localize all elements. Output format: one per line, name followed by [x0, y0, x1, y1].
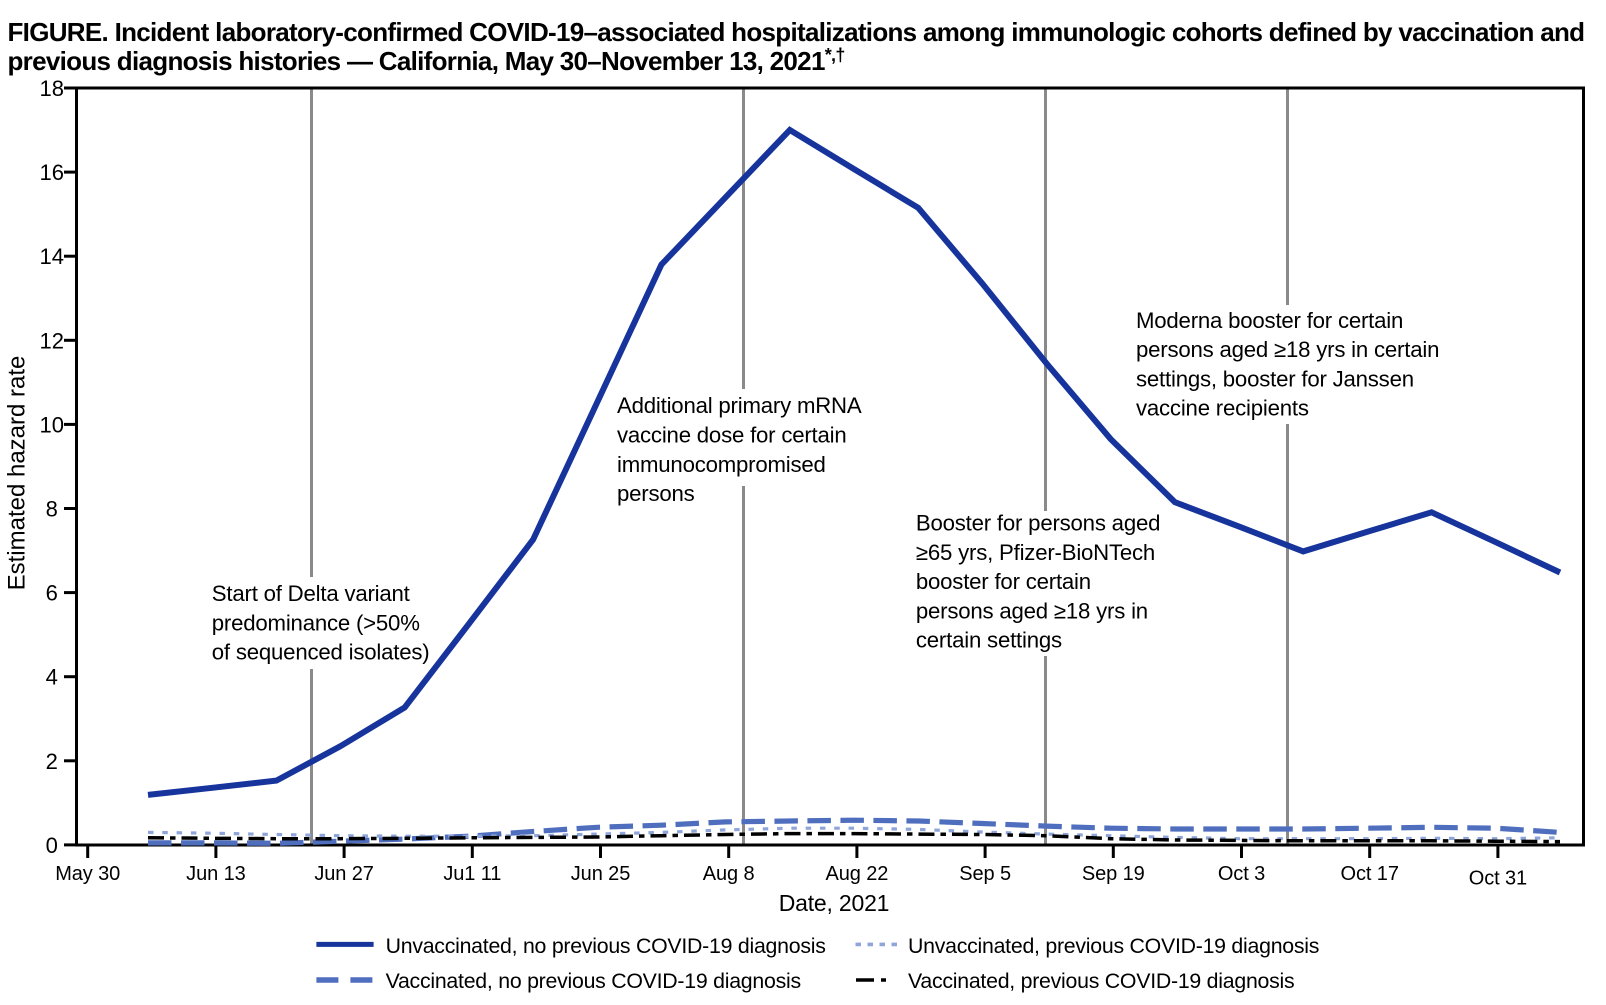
svg-text:Jun 25: Jun 25	[571, 863, 630, 885]
svg-text:Aug 8: Aug 8	[703, 863, 755, 885]
svg-text:Sep 19: Sep 19	[1082, 863, 1145, 885]
svg-text:≥65 yrs, Pfizer-BioNTech: ≥65 yrs, Pfizer-BioNTech	[916, 540, 1155, 565]
svg-text:Oct 31: Oct 31	[1469, 868, 1527, 890]
svg-text:14: 14	[40, 244, 64, 269]
svg-text:2: 2	[46, 749, 58, 774]
svg-text:Jun 13: Jun 13	[186, 863, 245, 885]
svg-text:Oct 3: Oct 3	[1218, 863, 1265, 885]
svg-text:Booster for persons aged: Booster for persons aged	[916, 511, 1160, 536]
svg-text:12: 12	[40, 328, 64, 353]
svg-text:Additional primary mRNA: Additional primary mRNA	[617, 393, 862, 418]
svg-text:0: 0	[46, 833, 58, 858]
svg-text:Unvaccinated, previous COVID-1: Unvaccinated, previous COVID-19 diagnosi…	[908, 934, 1319, 958]
svg-text:previous diagnosis histories —: previous diagnosis histories — Californi…	[8, 45, 845, 76]
svg-text:Vaccinated, previous COVID-19: Vaccinated, previous COVID-19 diagnosis	[908, 969, 1294, 993]
svg-text:of sequenced isolates): of sequenced isolates)	[212, 640, 430, 665]
svg-text:persons: persons	[617, 481, 695, 506]
svg-text:immunocompromised: immunocompromised	[617, 452, 826, 477]
svg-text:16: 16	[40, 160, 64, 185]
svg-text:booster for certain: booster for certain	[916, 569, 1091, 594]
svg-text:Unvaccinated, no previous COVI: Unvaccinated, no previous COVID-19 diagn…	[386, 934, 826, 958]
svg-text:persons aged ≥18 yrs in: persons aged ≥18 yrs in	[916, 598, 1148, 623]
svg-text:Moderna booster for certain: Moderna booster for certain	[1136, 308, 1403, 333]
svg-text:6: 6	[46, 581, 58, 606]
svg-text:Aug 22: Aug 22	[826, 863, 889, 885]
svg-text:May 30: May 30	[55, 863, 120, 885]
svg-text:8: 8	[46, 497, 58, 522]
svg-text:Oct 17: Oct 17	[1341, 863, 1399, 885]
svg-text:FIGURE. Incident laboratory-co: FIGURE. Incident laboratory-confirmed CO…	[8, 17, 1585, 47]
svg-text:18: 18	[40, 76, 64, 101]
svg-text:Sep 5: Sep 5	[959, 863, 1011, 885]
svg-text:vaccine recipients: vaccine recipients	[1136, 396, 1309, 421]
svg-text:vaccine dose for certain: vaccine dose for certain	[617, 422, 847, 447]
svg-text:Start of Delta variant: Start of Delta variant	[212, 581, 410, 606]
svg-text:settings, booster for Janssen: settings, booster for Janssen	[1136, 367, 1414, 392]
svg-text:certain settings: certain settings	[916, 628, 1062, 653]
svg-text:4: 4	[46, 665, 58, 690]
svg-text:persons aged ≥18 yrs in certai: persons aged ≥18 yrs in certain	[1136, 337, 1439, 362]
svg-text:predominance (>50%: predominance (>50%	[212, 610, 420, 635]
svg-text:Ju1 11: Ju1 11	[443, 863, 501, 885]
svg-text:Estimated hazard rate: Estimated hazard rate	[4, 356, 31, 591]
svg-text:Jun 27: Jun 27	[314, 863, 373, 885]
svg-text:Vaccinated, no previous COVID-: Vaccinated, no previous COVID-19 diagnos…	[386, 969, 801, 993]
svg-text:10: 10	[40, 412, 64, 437]
svg-text:Date, 2021: Date, 2021	[779, 890, 890, 916]
